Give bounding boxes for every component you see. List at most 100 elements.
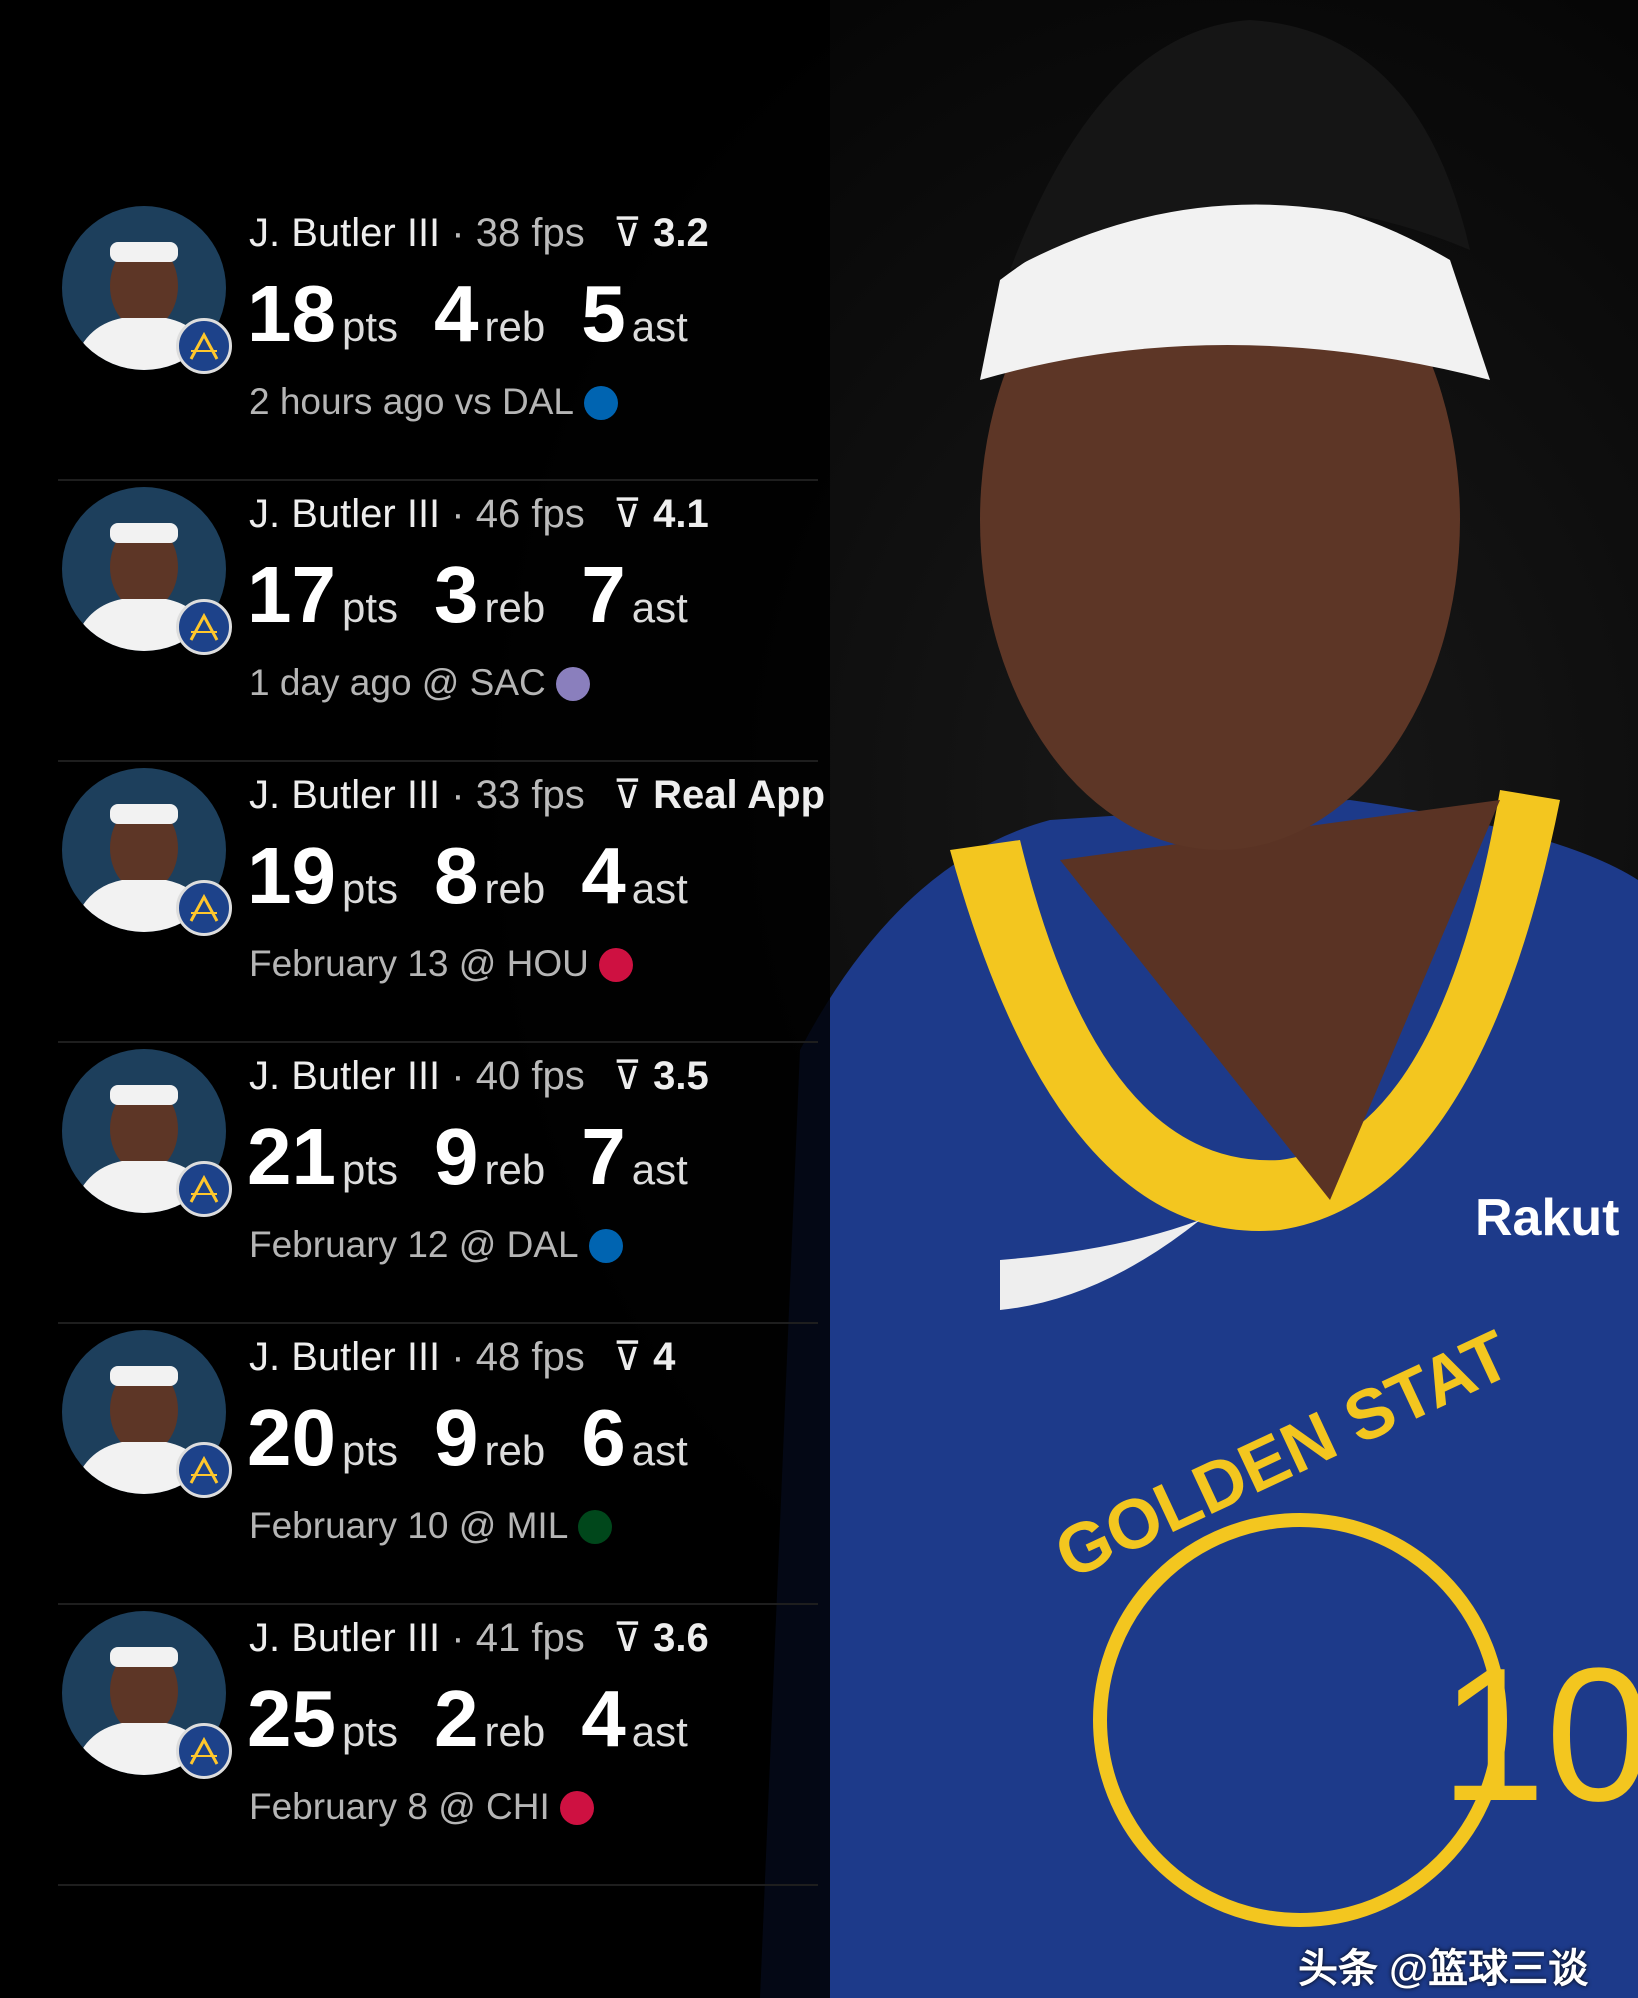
rebounds-label: reb bbox=[484, 1427, 546, 1474]
opponent-logo-icon bbox=[588, 1229, 623, 1263]
real-app-icon: ⊽ bbox=[612, 1335, 642, 1379]
watermark: 头条 @篮球三谈 bbox=[1298, 1947, 1589, 1991]
stat-line: 25 pts 2 reb 4 ast bbox=[247, 1671, 724, 1790]
game-info: 2 hours ago vs DAL bbox=[249, 380, 618, 424]
rating-value: 3.6 bbox=[653, 1616, 709, 1660]
game-info: 1 day ago @ SAC bbox=[249, 661, 590, 705]
rating: ⊽ 4 bbox=[613, 1335, 676, 1379]
points-value: 21 bbox=[247, 1112, 336, 1201]
rebounds-label: reb bbox=[484, 1708, 546, 1755]
rating-value: 4.1 bbox=[653, 492, 709, 536]
rebounds-value: 8 bbox=[434, 831, 479, 920]
assists-value: 6 bbox=[581, 1393, 626, 1482]
game-date-opponent: February 12 @ DAL bbox=[249, 1224, 579, 1265]
assists-value: 5 bbox=[581, 269, 626, 358]
points-label: pts bbox=[341, 1708, 399, 1755]
team-logo-warriors-icon bbox=[176, 318, 232, 374]
game-info: February 12 @ DAL bbox=[249, 1223, 623, 1267]
game-date-opponent: February 13 @ HOU bbox=[249, 943, 589, 984]
team-logo-warriors-icon bbox=[176, 1161, 232, 1217]
real-app-icon: ⊽ bbox=[612, 211, 642, 255]
player-name-line: J. Butler III · 48 fps ⊽ 4 bbox=[249, 1334, 675, 1380]
fantasy-points: 33 fps bbox=[475, 773, 585, 817]
player-name: J. Butler III bbox=[249, 1054, 441, 1098]
rating-value: Real App bbox=[653, 773, 825, 817]
game-log-list: J. Butler III · 38 fps ⊽ 3.2 18 pts 4 reb 5 as… bbox=[58, 200, 825, 1886]
points-value: 17 bbox=[247, 550, 336, 639]
game-info: February 8 @ CHI bbox=[249, 1785, 594, 1829]
stat-line: 21 pts 9 reb 7 ast bbox=[247, 1109, 724, 1228]
stat-line: 20 pts 9 reb 6 ast bbox=[247, 1390, 724, 1509]
fantasy-points: 41 fps bbox=[475, 1616, 585, 1660]
rating: ⊽ Real App bbox=[613, 773, 825, 817]
assists-label: ast bbox=[631, 1146, 688, 1193]
assists-label: ast bbox=[631, 1708, 688, 1755]
game-log-row[interactable]: J. Butler III · 33 fps ⊽ Real App 19 pts 8 r… bbox=[58, 762, 825, 1043]
fantasy-points: 38 fps bbox=[475, 211, 585, 255]
assists-value: 7 bbox=[581, 1112, 626, 1201]
player-name: J. Butler III bbox=[249, 1335, 441, 1379]
assists-value: 4 bbox=[581, 1674, 626, 1763]
points-label: pts bbox=[341, 1427, 399, 1474]
rebounds-value: 2 bbox=[434, 1674, 479, 1763]
rating-value: 3.2 bbox=[653, 211, 709, 255]
points-label: pts bbox=[341, 303, 399, 350]
fantasy-points: 48 fps bbox=[475, 1335, 585, 1379]
points-value: 18 bbox=[247, 269, 336, 358]
fantasy-points: 40 fps bbox=[475, 1054, 585, 1098]
real-app-icon: ⊽ bbox=[612, 773, 642, 817]
real-app-icon: ⊽ bbox=[612, 1054, 642, 1098]
separator: · bbox=[451, 1616, 465, 1660]
rating: ⊽ 3.5 bbox=[613, 1054, 709, 1098]
opponent-logo-icon bbox=[598, 948, 633, 982]
points-label: pts bbox=[341, 865, 399, 912]
game-date-opponent: 1 day ago @ SAC bbox=[249, 662, 546, 703]
team-logo-warriors-icon bbox=[176, 1442, 232, 1498]
rebounds-label: reb bbox=[484, 865, 546, 912]
rating-value: 4 bbox=[653, 1335, 676, 1379]
points-label: pts bbox=[341, 584, 399, 631]
stat-line: 17 pts 3 reb 7 ast bbox=[247, 547, 724, 666]
stat-line: 19 pts 8 reb 4 ast bbox=[247, 828, 724, 947]
opponent-logo-icon bbox=[555, 667, 590, 701]
rebounds-value: 4 bbox=[434, 269, 479, 358]
player-name-line: J. Butler III · 33 fps ⊽ Real App bbox=[249, 772, 825, 818]
player-name-line: J. Butler III · 38 fps ⊽ 3.2 bbox=[249, 210, 709, 256]
points-value: 20 bbox=[247, 1393, 336, 1482]
rebounds-label: reb bbox=[484, 584, 546, 631]
rebounds-label: reb bbox=[484, 1146, 546, 1193]
rebounds-label: reb bbox=[484, 303, 546, 350]
game-log-row[interactable]: J. Butler III · 40 fps ⊽ 3.5 21 pts 9 reb 7 as… bbox=[58, 1043, 818, 1324]
rating: ⊽ 4.1 bbox=[613, 492, 709, 536]
game-date-opponent: February 10 @ MIL bbox=[249, 1505, 569, 1546]
separator: · bbox=[451, 1335, 465, 1379]
player-name: J. Butler III bbox=[249, 773, 441, 817]
player-name: J. Butler III bbox=[249, 211, 441, 255]
player-name: J. Butler III bbox=[249, 1616, 441, 1660]
assists-label: ast bbox=[631, 584, 688, 631]
rebounds-value: 9 bbox=[434, 1112, 479, 1201]
game-info: February 10 @ MIL bbox=[249, 1504, 613, 1548]
rating: ⊽ 3.2 bbox=[613, 211, 709, 255]
opponent-logo-icon bbox=[583, 386, 618, 420]
game-log-row[interactable]: J. Butler III · 38 fps ⊽ 3.2 18 pts 4 reb 5 as… bbox=[58, 200, 818, 481]
rating-value: 3.5 bbox=[653, 1054, 709, 1098]
game-log-row[interactable]: J. Butler III · 48 fps ⊽ 4 20 pts 9 reb 6 ast … bbox=[58, 1324, 818, 1605]
separator: · bbox=[451, 773, 465, 817]
points-value: 19 bbox=[247, 831, 336, 920]
fantasy-points: 46 fps bbox=[475, 492, 585, 536]
points-value: 25 bbox=[247, 1674, 336, 1763]
opponent-logo-icon bbox=[578, 1510, 613, 1544]
player-name: J. Butler III bbox=[249, 492, 441, 536]
rebounds-value: 9 bbox=[434, 1393, 479, 1482]
separator: · bbox=[451, 1054, 465, 1098]
game-log-row[interactable]: J. Butler III · 46 fps ⊽ 4.1 17 pts 3 reb 7 as… bbox=[58, 481, 818, 762]
jersey-sponsor: Rakut bbox=[1475, 1189, 1619, 1247]
team-logo-warriors-icon bbox=[176, 599, 232, 655]
nike-swoosh-icon bbox=[1000, 1220, 1200, 1310]
game-log-row[interactable]: J. Butler III · 41 fps ⊽ 3.6 25 pts 2 reb 4 as… bbox=[58, 1605, 818, 1886]
assists-label: ast bbox=[631, 303, 688, 350]
rating: ⊽ 3.6 bbox=[613, 1616, 709, 1660]
real-app-icon: ⊽ bbox=[612, 1616, 642, 1660]
jersey-number: 10 bbox=[1440, 1629, 1638, 1841]
